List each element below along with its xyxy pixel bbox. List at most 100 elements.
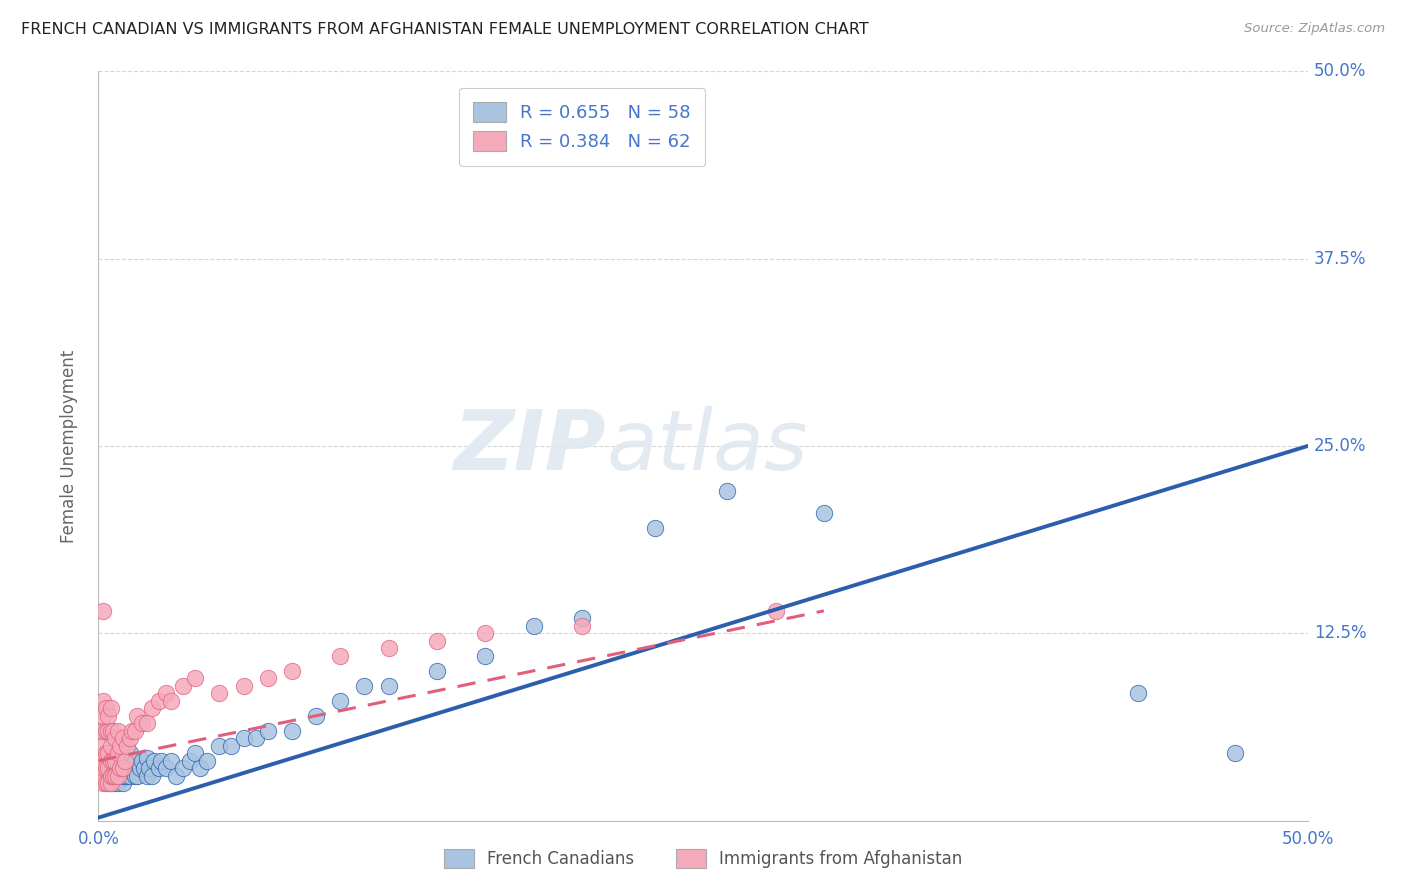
Point [104,776,127,790]
Point [353,679,375,693]
Point [128,761,150,775]
Point [91,754,114,768]
Point [100,769,122,783]
Point [195,754,218,768]
Point [377,641,399,656]
Point [155,686,177,700]
Point [111,761,134,775]
Point [813,507,835,521]
Point [208,686,231,700]
Point [256,723,278,738]
Point [118,731,141,746]
Point [91,761,114,775]
Point [111,769,134,783]
Point [135,750,157,764]
Point [184,671,207,685]
Point [114,769,136,783]
Point [107,754,129,768]
Point [121,723,143,738]
Point [104,731,127,746]
Point [104,769,127,783]
Point [97,746,120,760]
Legend: R = 0.655   N = 58, R = 0.384   N = 62: R = 0.655 N = 58, R = 0.384 N = 62 [458,88,706,166]
Point [100,776,122,790]
Point [644,521,666,535]
Point [111,776,134,790]
Point [91,708,114,723]
Point [329,648,352,663]
Point [131,716,153,731]
Point [221,739,243,753]
Point [127,708,149,723]
Point [165,769,187,783]
Point [100,754,122,768]
Point [426,664,449,678]
Point [141,769,163,783]
Point [91,723,114,738]
Y-axis label: Female Unemployment: Female Unemployment [59,350,77,542]
Point [91,776,114,790]
Point [108,769,131,783]
Text: 50.0%: 50.0% [1313,62,1367,80]
Point [148,694,170,708]
Point [256,671,278,685]
Point [281,723,304,738]
Point [135,769,157,783]
Point [571,611,593,625]
Point [188,761,211,775]
Point [523,619,546,633]
Point [377,679,399,693]
Point [114,754,136,768]
Point [107,776,129,790]
Point [91,694,114,708]
Point [148,761,170,775]
Point [94,723,117,738]
Point [179,754,201,768]
Text: FRENCH CANADIAN VS IMMIGRANTS FROM AFGHANISTAN FEMALE UNEMPLOYMENT CORRELATION C: FRENCH CANADIAN VS IMMIGRANTS FROM AFGHA… [21,22,869,37]
Point [104,761,127,775]
Point [124,769,146,783]
Point [118,769,141,783]
Point [97,708,120,723]
Point [160,694,183,708]
Legend: French Canadians, Immigrants from Afghanistan: French Canadians, Immigrants from Afghan… [437,843,969,875]
Point [108,756,131,771]
Text: ZIP: ZIP [454,406,606,486]
Point [208,739,231,753]
Point [245,731,267,746]
Point [121,761,143,775]
Point [117,769,139,783]
Point [97,776,120,790]
Point [101,754,124,768]
Point [107,769,129,783]
Point [114,754,136,768]
Point [135,716,157,731]
Point [108,739,131,753]
Point [100,739,122,753]
Point [100,776,122,790]
Point [474,626,496,640]
Point [100,754,122,768]
Text: atlas: atlas [606,406,808,486]
Point [107,746,129,760]
Point [160,754,183,768]
Point [91,769,114,783]
Point [232,679,254,693]
Point [97,723,120,738]
Point [281,664,304,678]
Point [150,754,173,768]
Point [172,679,194,693]
Point [141,701,163,715]
Point [143,754,166,768]
Point [124,754,146,768]
Point [329,694,352,708]
Text: 12.5%: 12.5% [1313,624,1367,642]
Point [97,761,120,775]
Point [232,731,254,746]
Point [91,604,114,618]
Point [124,723,146,738]
Point [111,731,134,746]
Point [765,604,787,618]
Point [117,739,139,753]
Point [101,769,124,783]
